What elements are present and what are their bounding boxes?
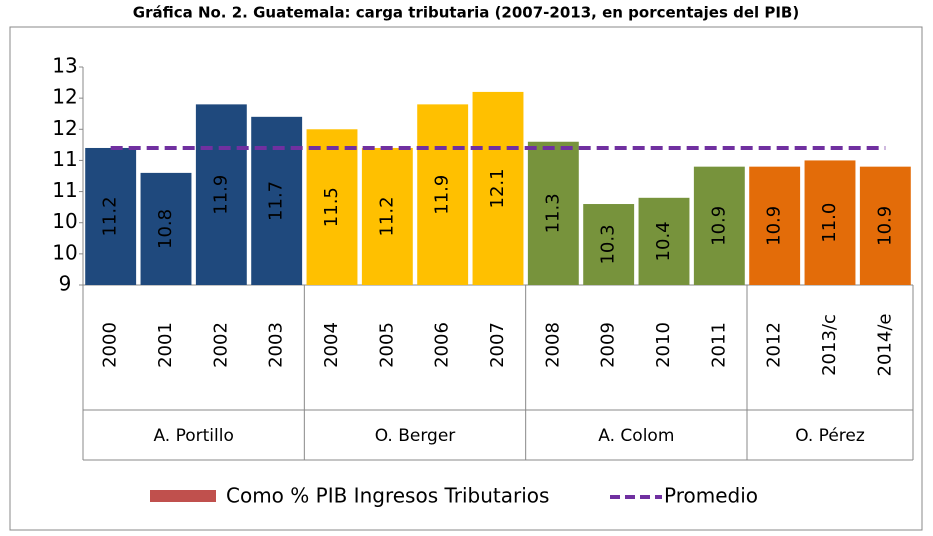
x-tick-label: 2007 <box>487 322 508 368</box>
legend-label: Promedio <box>664 484 758 508</box>
group-label: O. Berger <box>375 426 456 446</box>
x-tick-label: 2008 <box>542 322 563 368</box>
x-tick-label: 2003 <box>266 322 287 368</box>
chart-border <box>9 26 923 531</box>
value-label: 10.9 <box>874 206 895 246</box>
x-tick-label: 2009 <box>598 322 619 368</box>
bar <box>140 172 192 285</box>
bar <box>306 129 358 285</box>
legend-swatch <box>150 490 216 502</box>
value-label: 10.4 <box>653 221 674 261</box>
value-label: 11.0 <box>819 203 840 243</box>
x-tick-label: 2014/e <box>874 314 895 377</box>
value-label: 10.9 <box>764 206 785 246</box>
x-tick-label: 2000 <box>100 322 121 368</box>
bar <box>251 116 303 285</box>
group-label: O. Pérez <box>795 426 865 446</box>
y-tick-label: 9 <box>59 272 72 296</box>
value-label: 11.7 <box>266 181 287 221</box>
chart-title: Gráfica No. 2. Guatemala: carga tributar… <box>133 4 799 22</box>
group-label: A. Colom <box>598 426 674 446</box>
value-label: 10.8 <box>155 209 176 249</box>
bar <box>583 204 635 285</box>
bar <box>472 91 524 286</box>
bar <box>638 197 690 285</box>
y-tick-label: 10 <box>52 240 77 264</box>
x-tick-label: 2005 <box>376 322 397 368</box>
y-tick-label: 10 <box>52 209 77 233</box>
group-label: A. Portillo <box>153 426 233 446</box>
x-tick-label: 2002 <box>210 322 231 368</box>
value-label: 11.5 <box>321 187 342 227</box>
value-label: 11.2 <box>376 196 397 236</box>
bar <box>85 147 137 285</box>
bar <box>859 166 911 285</box>
x-tick-label: 2010 <box>653 322 674 368</box>
x-tick-label: 2001 <box>155 322 176 368</box>
bar <box>693 166 745 285</box>
bar <box>361 147 413 285</box>
bar <box>749 166 801 285</box>
x-tick-label: 2004 <box>321 322 342 368</box>
bar <box>195 104 247 285</box>
x-tick-label: 2012 <box>764 322 785 368</box>
x-tick-label: 2013/c <box>819 314 840 376</box>
bar <box>527 141 579 285</box>
x-tick-label: 2006 <box>432 322 453 368</box>
value-label: 11.9 <box>432 175 453 215</box>
y-tick-label: 13 <box>52 54 77 78</box>
y-tick-label: 11 <box>52 147 77 171</box>
y-tick-label: 12 <box>52 85 77 109</box>
value-label: 12.1 <box>487 168 508 208</box>
legend-label: Como % PIB Ingresos Tributarios <box>226 484 549 508</box>
y-tick-label: 11 <box>52 178 77 202</box>
bar <box>804 160 856 285</box>
x-tick-label: 2011 <box>708 322 729 368</box>
value-label: 11.2 <box>100 196 121 236</box>
bar <box>417 104 469 285</box>
value-label: 10.3 <box>598 224 619 264</box>
value-label: 10.9 <box>708 206 729 246</box>
value-label: 11.3 <box>542 193 563 233</box>
y-tick-label: 12 <box>52 116 77 140</box>
value-label: 11.9 <box>210 175 231 215</box>
